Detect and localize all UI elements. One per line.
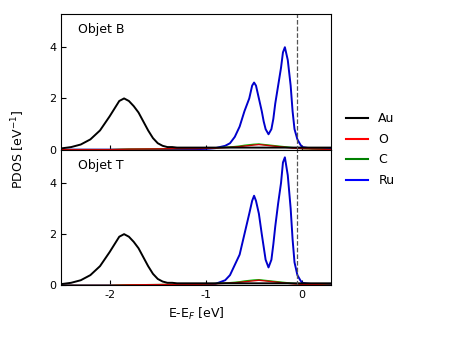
Text: Objet T: Objet T xyxy=(78,159,123,172)
X-axis label: E-E$_F$ [eV]: E-E$_F$ [eV] xyxy=(168,306,225,322)
Text: PDOS [eV$^{-1}$]: PDOS [eV$^{-1}$] xyxy=(9,110,27,189)
Legend: Au, O, C, Ru: Au, O, C, Ru xyxy=(342,109,398,191)
Text: Objet B: Objet B xyxy=(78,23,124,37)
